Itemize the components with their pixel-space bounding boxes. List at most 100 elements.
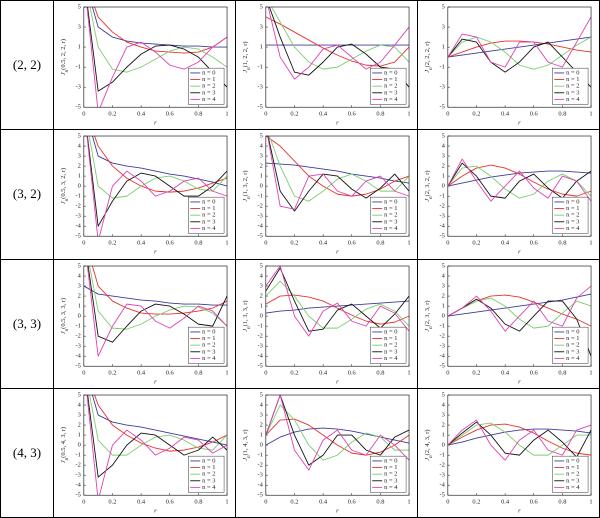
y-axis-label: Jn(1, 4, 3, r)	[242, 429, 251, 460]
legend-label: n = 4	[566, 96, 580, 103]
y-tick-label: 4	[442, 272, 446, 279]
y-axis-label-part: n	[247, 455, 252, 458]
x-tick-label: 1	[407, 240, 410, 247]
legend-label: n = 4	[202, 484, 216, 491]
x-tick-label: 0.8	[558, 369, 566, 376]
legend-label: n = 3	[384, 477, 397, 484]
x-tick-label: 0.6	[166, 369, 175, 376]
x-tick-label: 0.8	[376, 240, 384, 247]
y-tick-label: 5	[442, 133, 445, 140]
legend-label: n = 4	[202, 225, 216, 232]
y-tick-label: -4	[75, 481, 81, 488]
plot-lines	[447, 285, 592, 356]
legend-label: n = 2	[566, 341, 579, 348]
y-tick-label: 5	[260, 391, 263, 398]
y-tick-label: 5	[442, 262, 445, 269]
y-tick-label: -1	[439, 451, 444, 458]
legend-label: n = 3	[566, 219, 579, 226]
x-tick-label: 1	[589, 240, 592, 247]
y-tick-label: -5	[75, 362, 80, 369]
x-tick-label: 0.2	[108, 240, 116, 247]
legend-label: n = 0	[202, 69, 215, 76]
chart-cell: -5 -4 -3 -2 -1 0 1 2 3 4 5 0 0.2 0.4 0.6 0.8 1 Jn(2, 3, 3…	[418, 259, 599, 388]
y-tick-label: -1	[439, 64, 444, 71]
y-tick-label: 3	[260, 411, 263, 418]
x-tick-label: 0.6	[348, 111, 357, 118]
legend-label: n = 4	[202, 354, 216, 361]
y-tick-label: 5	[78, 133, 81, 140]
y-axis-label-part: (0.5, 2, 2, r)	[60, 39, 67, 70]
y-tick-label: 0	[78, 312, 81, 319]
y-axis-label-part: n	[247, 67, 252, 70]
plot-lines	[447, 419, 592, 461]
y-tick-label: -2	[439, 203, 444, 210]
y-axis-label: Jn(1, 3, 3, r)	[242, 300, 251, 331]
legend-label: n = 0	[202, 199, 215, 206]
x-tick-label: 0.4	[137, 240, 146, 247]
y-axis-label-part: J	[60, 330, 67, 334]
legend-label: n = 0	[566, 328, 579, 335]
x-axis-label: r	[518, 378, 521, 385]
plot-frame	[447, 265, 592, 367]
row-label: (3, 2)	[1, 130, 53, 259]
x-tick-label: 0.4	[501, 498, 510, 505]
legend-label: n = 3	[202, 219, 215, 226]
x-tick-label: 0.4	[501, 369, 510, 376]
y-axis-label-part: J	[60, 71, 67, 75]
plot-lines	[83, 265, 228, 357]
y-tick-label: 2	[260, 421, 263, 428]
legend-label: n = 1	[566, 76, 579, 83]
y-axis-label-part: J	[242, 69, 249, 73]
plot-lines	[265, 136, 410, 212]
x-axis-label: r	[336, 249, 339, 256]
y-tick-label: -5	[75, 104, 80, 111]
y-axis-label: Jn(2, 3, 3, r)	[424, 300, 433, 331]
chart: -5 -3 -1 1 3 5 0 0.2 0.4 0.6 0.8 1 Jn(2, 2, 2, r) r n …	[424, 3, 592, 126]
x-tick-label: 0.4	[501, 240, 510, 247]
legend: n = 0n = 1n = 2n = 3n = 4	[552, 67, 589, 105]
series-line	[265, 136, 410, 197]
x-tick-label: 0.6	[530, 111, 539, 118]
y-tick-label: -4	[439, 481, 445, 488]
y-axis-label-part: n	[65, 328, 70, 331]
series-line	[86, 136, 228, 227]
legend-label: n = 3	[566, 477, 579, 484]
x-tick-label: 1	[225, 369, 228, 376]
y-tick-label: -1	[439, 193, 444, 200]
legend: n = 0n = 1n = 2n = 3n = 4	[370, 67, 407, 105]
legend-label: n = 2	[566, 212, 579, 219]
series-line	[447, 162, 592, 199]
y-tick-label: 1	[260, 302, 263, 309]
x-tick-label: 0.4	[501, 111, 510, 118]
x-tick-label: 0	[446, 111, 449, 118]
y-axis-label: Jn(1, 2, 2, r)	[242, 41, 251, 72]
series-line	[265, 404, 410, 461]
plot-frame	[265, 135, 410, 237]
y-tick-label: -1	[75, 64, 80, 71]
legend-label: n = 1	[384, 205, 397, 212]
legend-label: n = 0	[384, 199, 397, 206]
plot-frame	[265, 265, 410, 367]
x-tick-label: 0	[446, 240, 449, 247]
x-tick-label: 0.8	[558, 240, 566, 247]
series-line	[86, 7, 228, 108]
y-tick-label: 5	[260, 262, 263, 269]
y-tick-label: 1	[442, 302, 445, 309]
x-tick-label: 0.2	[290, 111, 298, 118]
series-line	[91, 394, 228, 446]
y-tick-label: -4	[257, 223, 263, 230]
legend-label: n = 1	[202, 335, 215, 342]
y-tick-label: 0	[260, 183, 263, 190]
y-tick-label: -1	[257, 322, 262, 329]
series-line	[447, 165, 592, 199]
y-axis-label-part: n	[429, 455, 434, 458]
x-axis-label: r	[518, 249, 521, 256]
legend-label: n = 2	[202, 470, 215, 477]
x-tick-label: 0.8	[376, 111, 384, 118]
y-tick-label: 3	[442, 282, 445, 289]
series-line	[271, 7, 410, 70]
y-axis-label-part: J	[242, 327, 249, 331]
y-axis-label-part: (0.5, 3, 3, r)	[60, 297, 67, 328]
series-line	[94, 136, 228, 193]
y-tick-label: -3	[75, 213, 80, 220]
